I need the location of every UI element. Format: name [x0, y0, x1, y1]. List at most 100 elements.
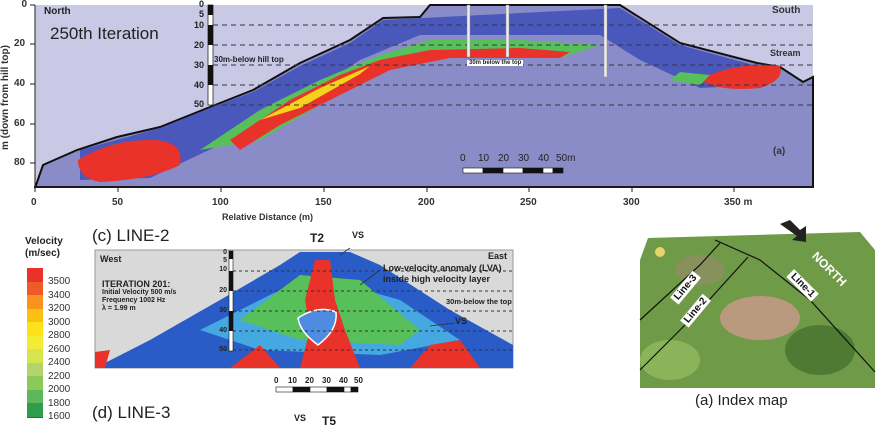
line3-title: (d) LINE-3: [92, 403, 171, 422]
y-tick: 20: [14, 38, 26, 49]
lva-annotation: Low-velocity anomaly (LVA) inside high ve…: [383, 263, 502, 285]
lva-line: Low-velocity anomaly (LVA): [383, 263, 502, 273]
legend-value: 2400: [48, 357, 71, 368]
legend-value: 1800: [48, 397, 71, 409]
line2-vs-right: VS: [455, 316, 468, 326]
iteration-frequency: Frequency 1002 Hz: [102, 297, 166, 304]
legend-value: 2000: [48, 384, 71, 395]
line2-title: (c) LINE-2: [92, 226, 170, 245]
legend-value: 1600: [48, 411, 71, 422]
x-tick: 50: [112, 197, 124, 208]
line2-marker-t2: T2: [310, 231, 325, 245]
x-axis-label: Relative Distance (m): [222, 212, 314, 222]
scale-tick: 40: [538, 153, 550, 164]
depth-tick: 5: [198, 9, 204, 19]
x-tick: 0: [31, 197, 37, 208]
depth-tick: 30: [219, 307, 227, 314]
y-tick: 40: [14, 78, 26, 89]
line2-depth-gridlines: [233, 270, 513, 351]
iteration-velocity: Initial Velocity 500 m/s: [102, 289, 177, 296]
legend-swatch: [27, 268, 43, 283]
x-tick: 300: [623, 197, 640, 208]
depth-gridlines: [213, 24, 813, 106]
legend-swatch: [27, 403, 43, 418]
line3-marker-t5: T5: [322, 414, 337, 428]
line2-depth-column: [228, 250, 234, 352]
depth-tick: 30: [193, 60, 204, 70]
south-label: South: [772, 5, 801, 16]
north-arrow-icon: [780, 220, 806, 242]
depth-scale-column: [207, 4, 214, 106]
legend-value: 2200: [48, 370, 71, 382]
iteration-lambda: λ = 1.99 m: [102, 305, 136, 312]
scale-tick: 50m: [556, 153, 576, 164]
velocity-anomaly-yellow: [260, 66, 370, 120]
scale-tick: 30: [518, 153, 530, 164]
line2-annotation-arrows: [339, 247, 456, 327]
scale-tick: 20: [498, 153, 510, 164]
y-tick: 0: [21, 0, 27, 10]
legend-swatch: [27, 389, 43, 404]
line2-section-red: [95, 260, 480, 368]
line2-depth-note: 30m-below the top: [446, 297, 512, 306]
velocity-anomaly-red-north: [78, 140, 181, 182]
y-tick: 60: [14, 118, 26, 129]
x-tick: 100: [212, 197, 229, 208]
x-tick: 350 m: [724, 197, 753, 208]
scale-tick: 0: [460, 153, 466, 164]
legend-swatch: [27, 322, 43, 337]
legend-value: 3200: [48, 303, 71, 314]
legend-swatch: [27, 349, 43, 364]
y-axis-label: m (down from hill top): [0, 45, 11, 150]
y-tick: 80: [14, 157, 26, 168]
legend-value: 3400: [48, 289, 71, 301]
x-tick: 150: [315, 197, 332, 208]
scale-tick: 30: [322, 376, 331, 385]
top-axes: [30, 4, 813, 192]
velocity-anomaly-red-south: [700, 65, 781, 89]
depth-tick: 5: [223, 257, 227, 264]
legend-swatch: [27, 362, 43, 377]
velocity-anomaly-green-south: [670, 72, 710, 85]
depth-tick: 40: [219, 327, 227, 334]
depth-tick: 0: [223, 249, 227, 256]
depth-tick: 10: [193, 20, 204, 30]
depth-tick: 20: [193, 40, 204, 50]
line2-lva: [297, 308, 337, 346]
lva-line: inside high velocity layer: [383, 274, 491, 284]
legend-swatch: [27, 308, 43, 323]
borehole-markers: [466, 4, 608, 78]
index-map-photo: [640, 232, 875, 388]
legend-value: 2800: [48, 330, 71, 341]
panel-label-a: (a): [773, 146, 786, 157]
depth-tick: 50: [219, 346, 227, 353]
line3-vs: VS: [294, 413, 307, 423]
depth-tick: 20: [219, 287, 227, 294]
iteration-title: ITERATION 201:: [102, 279, 171, 289]
iteration-info: ITERATION 201: Initial Velocity 500 m/s …: [102, 279, 176, 313]
index-map-caption: (a) Index map: [695, 392, 788, 409]
x-tick: 250: [520, 197, 537, 208]
velocity-anomaly-red-upper: [230, 48, 570, 150]
scale-tick: 20: [305, 376, 314, 385]
line2-scale-bar: [275, 386, 359, 393]
depth-tick: 0: [198, 0, 204, 9]
top-scale-bar: [462, 167, 564, 174]
legend-swatch: [27, 281, 43, 296]
annotation-below-the-top: 30m below the top: [467, 60, 524, 66]
legend-swatch: [27, 335, 43, 350]
annotation-below-hill-top: 30m-below hill top: [214, 55, 284, 64]
legend-value: 2600: [48, 343, 71, 355]
legend-value: 3000: [48, 316, 71, 328]
scale-tick: 10: [288, 376, 297, 385]
legend-title-line: (m/sec): [25, 248, 61, 259]
scale-tick: 0: [274, 376, 279, 385]
line2-vs-top: VS: [352, 230, 365, 240]
stream-label: Stream: [770, 48, 801, 58]
legend-swatch: [27, 376, 43, 391]
scale-tick: 50: [354, 376, 363, 385]
north-label: North: [44, 6, 71, 17]
legend-swatch: [27, 295, 43, 310]
scale-tick: 40: [339, 376, 348, 385]
